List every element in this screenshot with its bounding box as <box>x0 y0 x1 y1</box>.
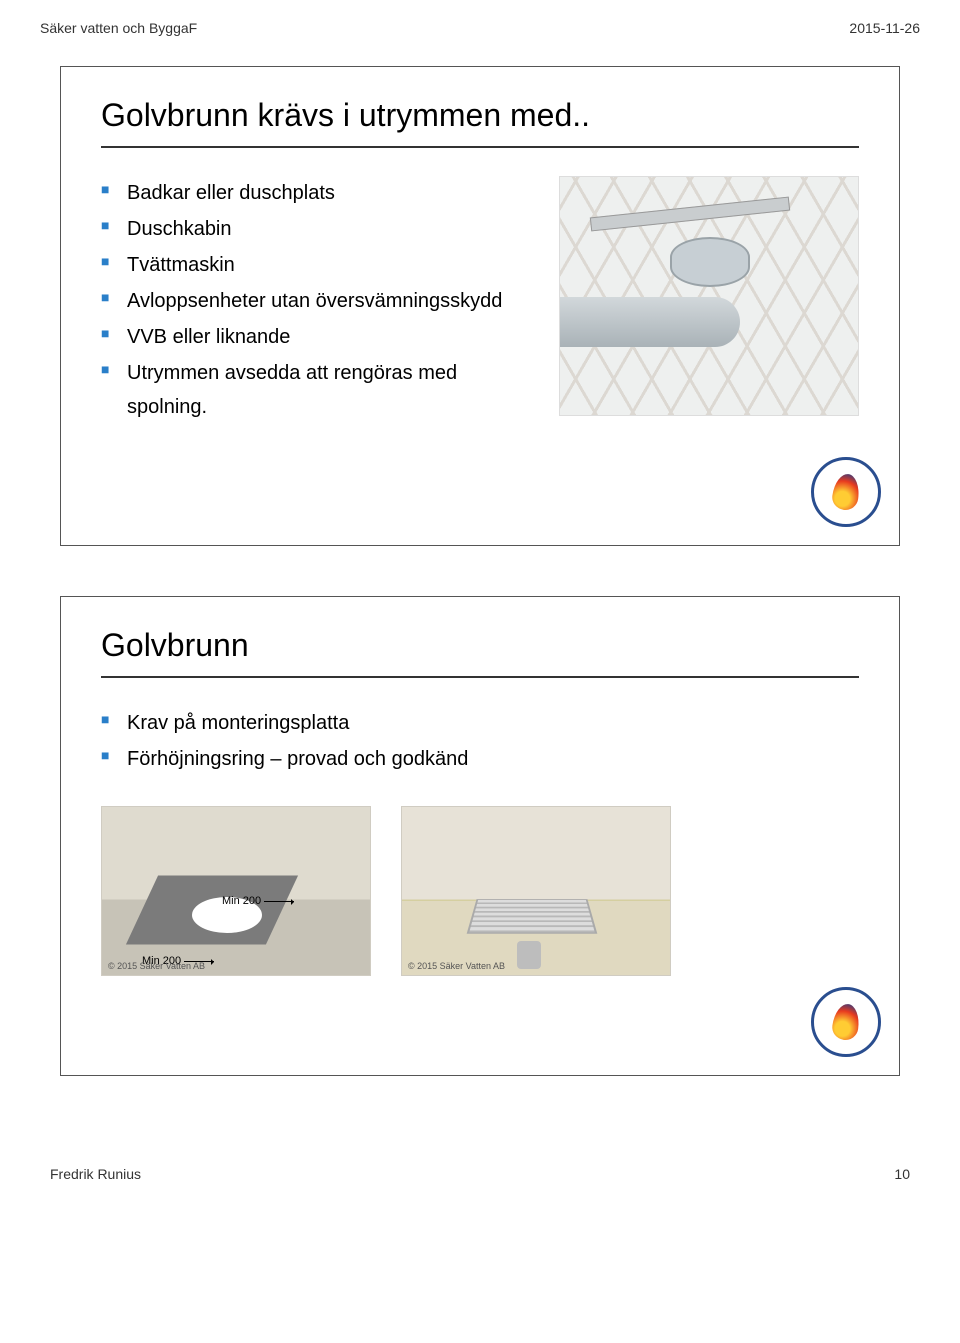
extension-ring-illustration: © 2015 Säker Vatten AB <box>401 806 671 976</box>
slide2-title: Golvbrunn <box>101 627 859 664</box>
arrow-icon <box>264 901 294 902</box>
grate-shape <box>467 899 598 934</box>
slide1-title: Golvbrunn krävs i utrymmen med.. <box>101 97 859 134</box>
list-item: Utrymmen avsedda att rengöras med spolni… <box>101 356 529 424</box>
flame-icon <box>831 1002 862 1041</box>
title-rule <box>101 676 859 678</box>
saker-vatten-badge <box>811 457 881 527</box>
dimension-label-2: Min 200 <box>222 895 294 907</box>
footer-page-number: 10 <box>894 1166 910 1182</box>
slide1-bullets: Badkar eller duschplats Duschkabin Tvätt… <box>101 176 529 426</box>
page: Säker vatten och ByggaF 2015-11-26 Golvb… <box>0 0 960 1212</box>
flame-icon <box>831 472 862 511</box>
list-item: Duschkabin <box>101 212 529 246</box>
slide2-bullets: Krav på monteringsplatta Förhöjningsring… <box>101 706 859 776</box>
page-footer: Fredrik Runius 10 <box>40 1126 920 1182</box>
floor-drain-illustration <box>559 176 859 416</box>
list-item: Krav på monteringsplatta <box>101 706 859 740</box>
slide1-content: Badkar eller duschplats Duschkabin Tvätt… <box>101 176 859 426</box>
slide-2: Golvbrunn Krav på monteringsplatta Förhö… <box>60 596 900 1076</box>
mounting-plate-illustration: Min 200 Min 200 © 2015 Säker Vatten AB <box>101 806 371 976</box>
footer-author: Fredrik Runius <box>50 1166 141 1182</box>
illustration-copyright: © 2015 Säker Vatten AB <box>108 961 205 971</box>
pipe-stub-shape <box>517 941 541 969</box>
badge-ring <box>811 987 881 1057</box>
pipe-shape <box>560 297 740 347</box>
list-item: Tvättmaskin <box>101 248 529 282</box>
title-rule <box>101 146 859 148</box>
drain-shape <box>670 237 750 287</box>
header-date: 2015-11-26 <box>849 20 920 36</box>
list-item: Badkar eller duschplats <box>101 176 529 210</box>
illustration-copyright: © 2015 Säker Vatten AB <box>408 961 505 971</box>
list-item: Förhöjningsring – provad och godkänd <box>101 742 859 776</box>
badge-ring <box>811 457 881 527</box>
page-header: Säker vatten och ByggaF 2015-11-26 <box>40 20 920 36</box>
slide2-images: Min 200 Min 200 © 2015 Säker Vatten AB ©… <box>101 806 859 976</box>
list-item: VVB eller liknande <box>101 320 529 354</box>
list-item: Avloppsenheter utan översvämningsskydd <box>101 284 529 318</box>
dim-text: Min 200 <box>222 895 261 907</box>
slide-1: Golvbrunn krävs i utrymmen med.. Badkar … <box>60 66 900 546</box>
saker-vatten-badge <box>811 987 881 1057</box>
header-left: Säker vatten och ByggaF <box>40 20 197 36</box>
